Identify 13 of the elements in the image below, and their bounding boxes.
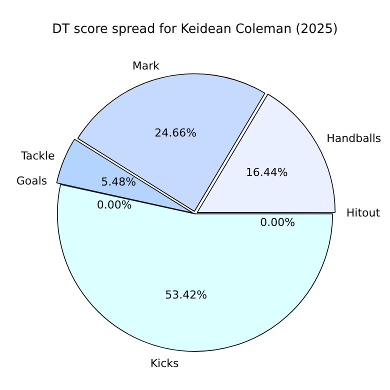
slice-label: Tackle <box>20 150 56 163</box>
chart-title: DT score spread for Keidean Coleman (2025) <box>52 22 338 38</box>
text: 0.00% <box>96 198 132 212</box>
text: 0.00% <box>260 216 296 230</box>
slice-label: Mark <box>132 60 160 73</box>
data-label: 24.66% <box>154 126 197 140</box>
slice-label: Handballs <box>326 132 382 145</box>
category-label: Goals <box>16 174 48 188</box>
data-label: 16.44% <box>246 166 288 179</box>
category-label: Hitout <box>346 206 380 220</box>
data-label: 53.42% <box>165 288 208 302</box>
slice-label: Kicks <box>150 357 180 370</box>
data-label: 5.48% <box>101 175 136 188</box>
